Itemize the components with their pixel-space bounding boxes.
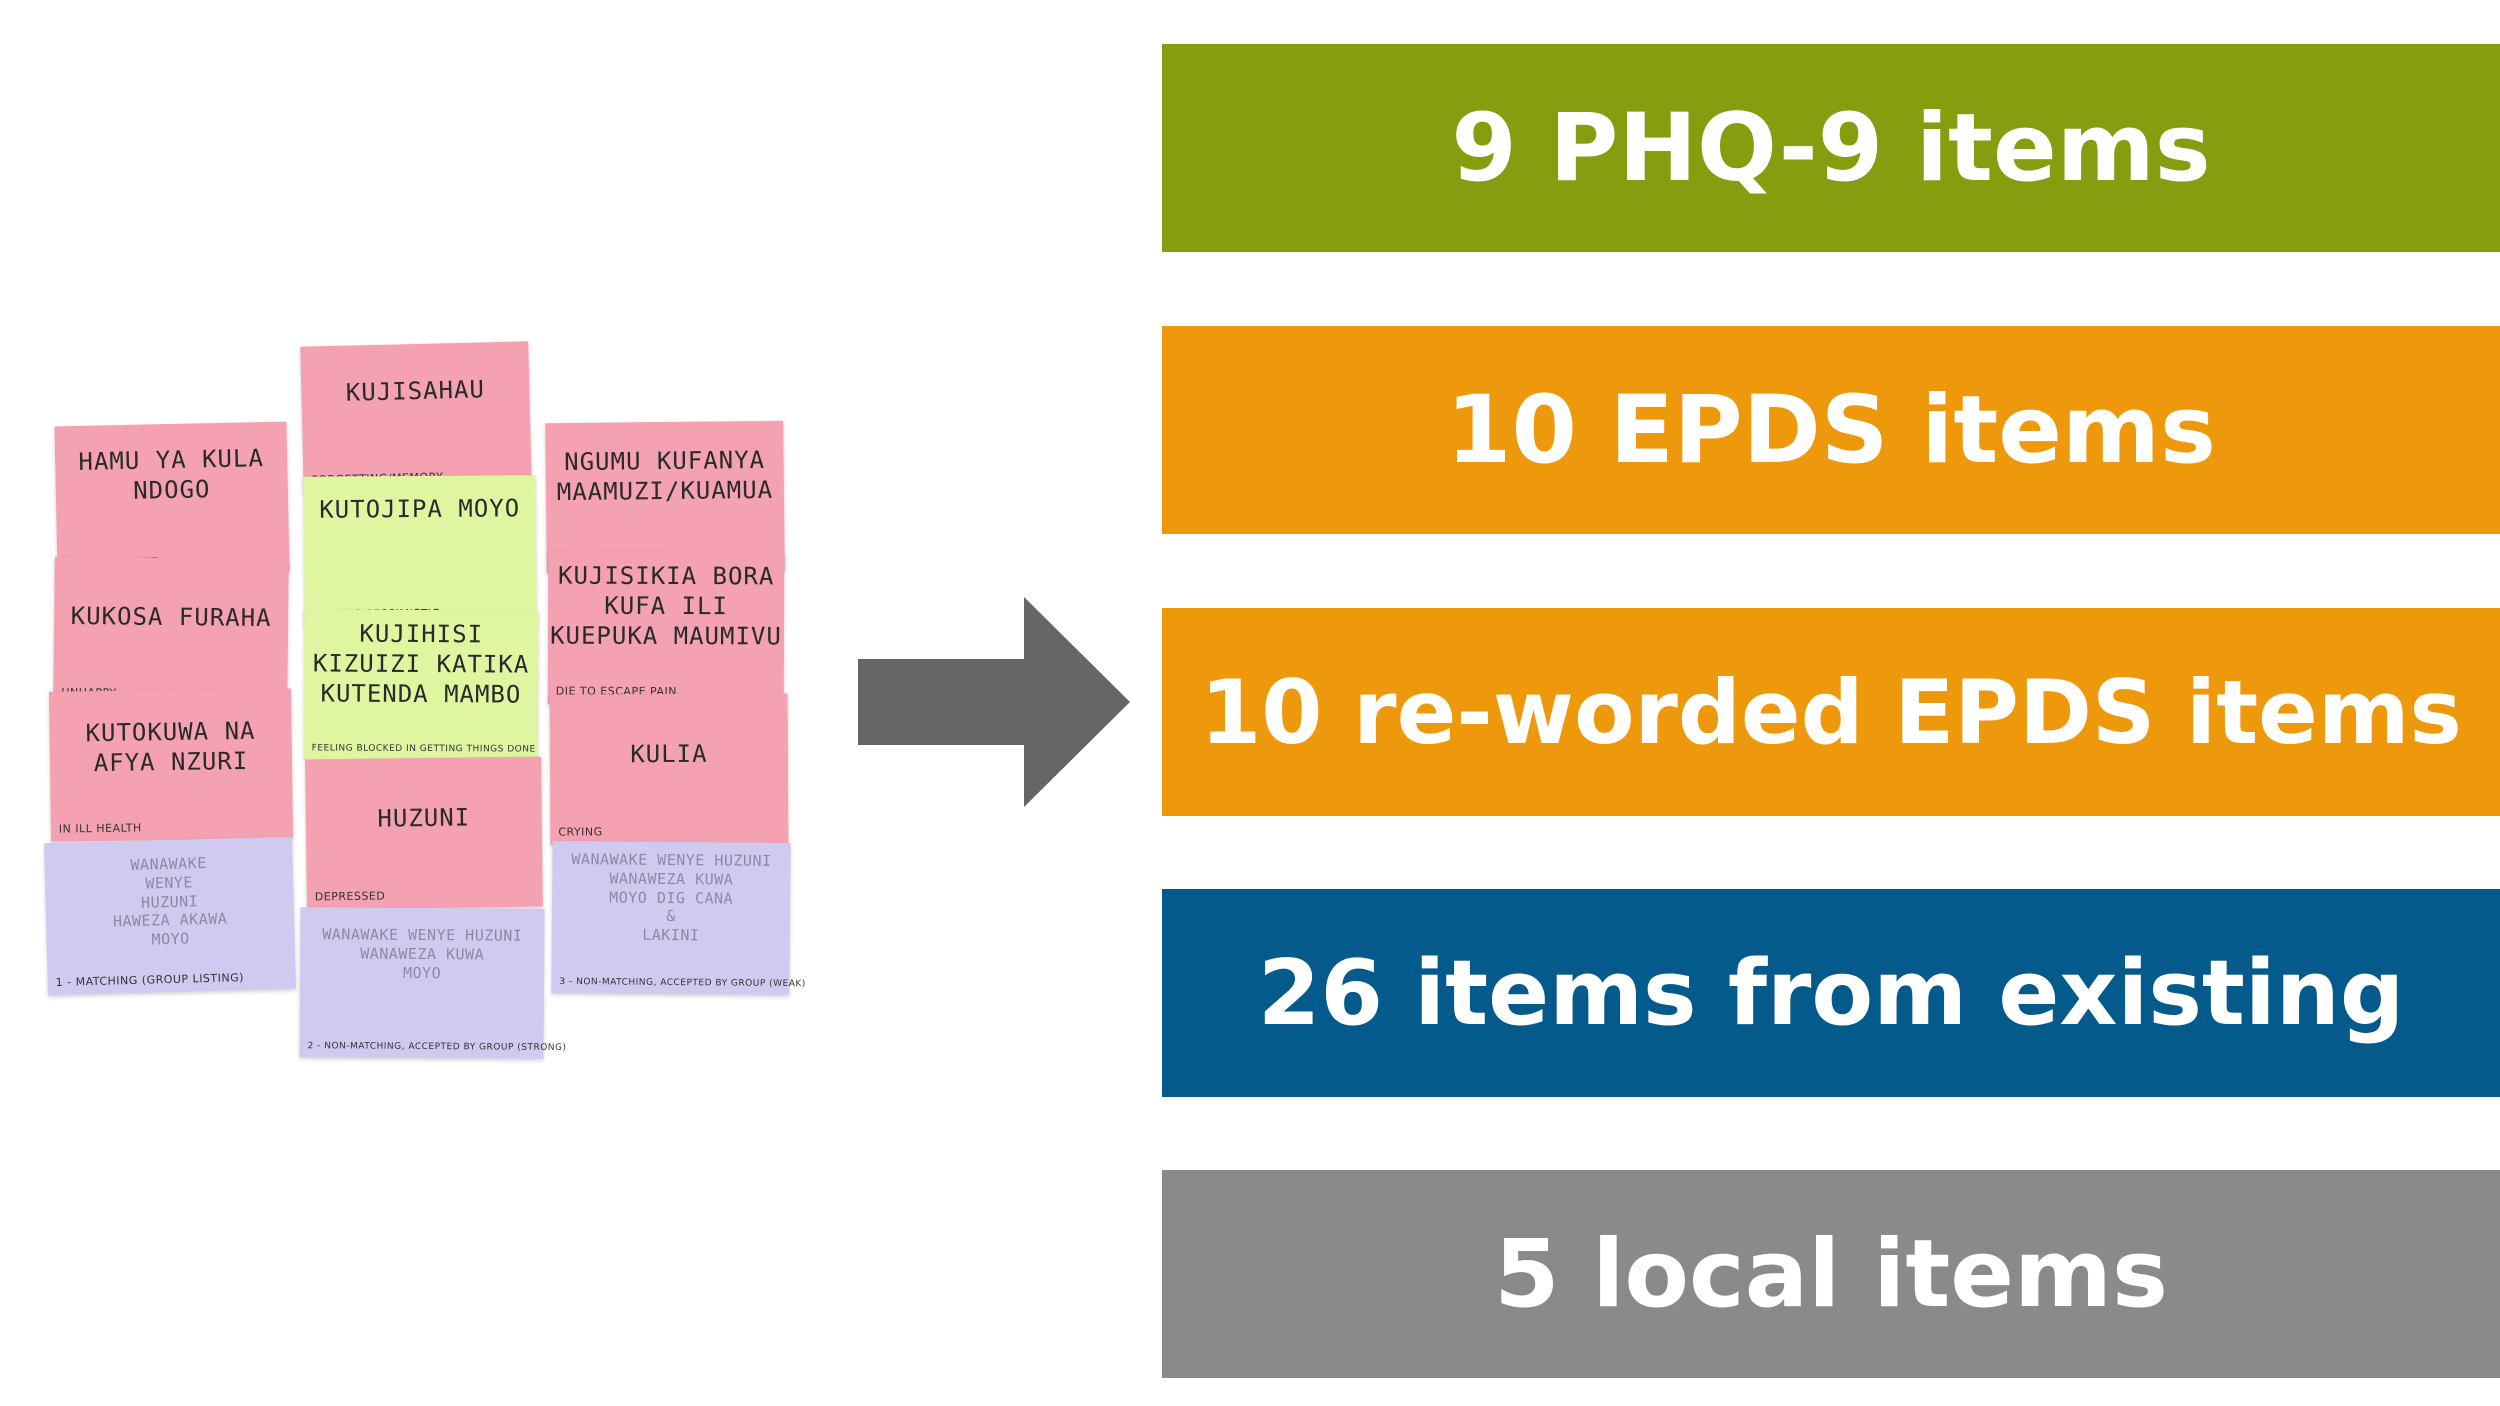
card-word: KUJIHISI KIZUIZI KATIKA KUTENDA MAMBO bbox=[312, 619, 530, 709]
card-word: KUKOSA FURAHA bbox=[70, 602, 272, 633]
card-word: KUJISAHAU bbox=[345, 375, 486, 407]
bar-existing-items: 26 items from existing bbox=[1162, 889, 2500, 1097]
card-kujisahau: KUJISAHAU FORGETTING/MEMORY bbox=[300, 341, 532, 493]
card-word: WANAWAKE WENYE HUZUNI HAWEZA AKAWA MOYO bbox=[112, 854, 228, 949]
card-word: KUTOKUWA NA AFYA NZURI bbox=[85, 716, 256, 778]
bar-phq9-items: 9 PHQ-9 items bbox=[1162, 44, 2500, 252]
card-kutokuwa-na-afya: KUTOKUWA NA AFYA NZURI IN ILL HEALTH bbox=[48, 688, 294, 842]
card-word: WANAWAKE WENYE HUZUNI WANAWEZA KUWA MOYO… bbox=[571, 850, 772, 945]
card-sort-photo: HAMU YA KULA NDOGO POOR APPETITE KUKOSA … bbox=[30, 330, 830, 1090]
card-hamu-ya-kula: HAMU YA KULA NDOGO POOR APPETITE bbox=[54, 421, 290, 577]
card-word: HAMU YA KULA NDOGO bbox=[78, 444, 265, 505]
card-gloss: 3 - NON-MATCHING, ACCEPTED BY GROUP (WEA… bbox=[559, 977, 806, 990]
right-arrow-icon bbox=[858, 597, 1130, 807]
card-word: HUZUNI bbox=[377, 803, 471, 833]
card-gloss: 2 - NON-MATCHING, ACCEPTED BY GROUP (STR… bbox=[307, 1041, 567, 1054]
card-word: WANAWAKE WENYE HUZUNI WANAWEZA KUWA MOYO bbox=[322, 925, 523, 982]
card-non-matching-weak: WANAWAKE WENYE HUZUNI WANAWEZA KUWA MOYO… bbox=[551, 840, 806, 996]
card-word: KUJISIKIA BORA KUFA ILI KUEPUKA MAUMIVU bbox=[550, 561, 782, 651]
card-gloss: 1 - MATCHING (GROUP LISTING) bbox=[55, 971, 245, 990]
card-gloss: FEELING BLOCKED IN GETTING THINGS DONE bbox=[311, 743, 536, 755]
bar-local-items: 5 local items bbox=[1162, 1170, 2500, 1378]
card-kulia: KULIA CRYING bbox=[549, 693, 789, 845]
card-ngumu-kufanya-maamuzi: NGUMU KUFANYA MAAMUZI/KUAMUA DIFFICULTY … bbox=[545, 420, 785, 574]
card-word: NGUMU KUFANYA MAAMUZI/KUAMUA bbox=[556, 445, 774, 507]
card-word: KUTOJIPA MOYO bbox=[319, 494, 521, 524]
card-gloss: DEPRESSED bbox=[314, 889, 386, 904]
card-non-matching-strong: WANAWAKE WENYE HUZUNI WANAWEZA KUWA MOYO… bbox=[299, 907, 567, 1059]
card-kujihisi-kizuizi: KUJIHISI KIZUIZI KATIKA KUTENDA MAMBO FE… bbox=[303, 609, 539, 761]
card-kujisikia-bora-kufa: KUJISIKIA BORA KUFA ILI KUEPUKA MAUMIVU … bbox=[547, 551, 785, 705]
card-huzuni: HUZUNI DEPRESSED bbox=[305, 756, 543, 910]
bar-reworded-epds-items: 10 re-worded EPDS items bbox=[1162, 608, 2500, 816]
card-gloss: IN ILL HEALTH bbox=[58, 821, 142, 836]
bar-epds-items: 10 EPDS items bbox=[1162, 326, 2500, 534]
card-gloss: CRYING bbox=[558, 825, 603, 839]
card-kutojipa-moyo: KUTOJIPA MOYO FEELING PESSIMISTIC bbox=[303, 475, 537, 627]
card-kukosa-furaha: KUKOSA FURAHA UNHAPPY bbox=[53, 556, 289, 708]
card-group-matching: WANAWAKE WENYE HUZUNI HAWEZA AKAWA MOYO … bbox=[44, 836, 296, 996]
card-word: KULIA bbox=[630, 739, 708, 769]
